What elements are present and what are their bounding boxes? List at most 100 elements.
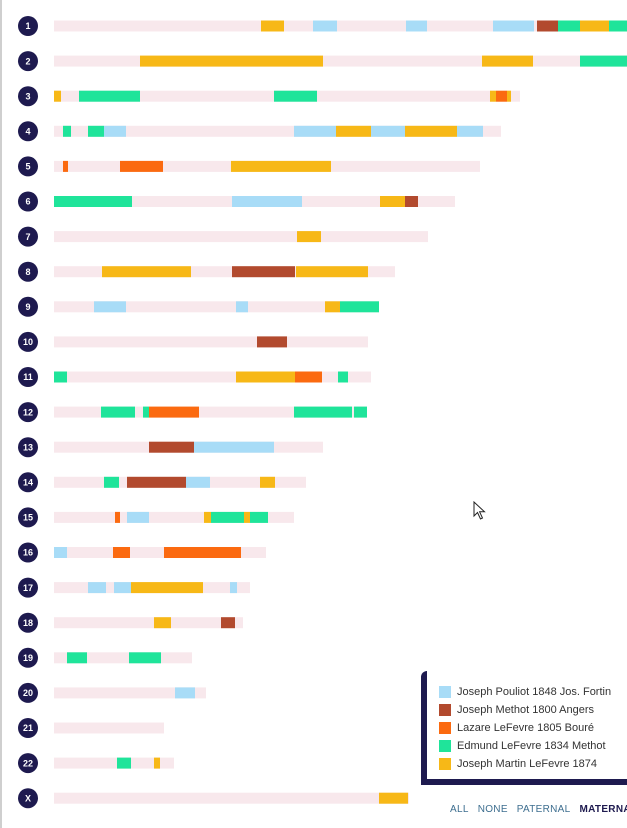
segment-13-0[interactable] [149, 441, 194, 453]
segment-15-5[interactable] [250, 511, 268, 523]
chromosome-track-21[interactable] [54, 722, 164, 734]
segment-11-0[interactable] [54, 371, 67, 383]
segment-1-6[interactable] [580, 20, 609, 32]
segment-16-1[interactable] [113, 547, 130, 558]
segment-12-4[interactable] [354, 406, 367, 418]
segment-3-5[interactable] [507, 90, 511, 102]
chromosome-track-X[interactable] [54, 792, 409, 804]
segment-15-2[interactable] [204, 511, 211, 523]
segment-6-2[interactable] [380, 196, 405, 207]
segment-13-1[interactable] [194, 441, 274, 453]
segment-8-1[interactable] [232, 266, 295, 278]
segment-16-0[interactable] [54, 547, 67, 558]
segment-1-5[interactable] [558, 20, 580, 32]
filter-paternal-button[interactable]: PATERNAL [516, 804, 571, 815]
segment-12-1[interactable] [143, 406, 149, 418]
segment-22-0[interactable] [117, 757, 131, 769]
filter-maternal-button[interactable]: MATERNAL [579, 804, 627, 815]
filter-none-button[interactable]: NONE [477, 804, 508, 815]
segment-3-0[interactable] [54, 90, 61, 102]
segment-1-2[interactable] [406, 20, 427, 32]
segment-15-3[interactable] [211, 511, 244, 523]
segment-15-0[interactable] [115, 511, 120, 523]
segment-4-2[interactable] [104, 125, 126, 137]
segment-1-1[interactable] [313, 20, 337, 32]
segment-16-2[interactable] [164, 547, 241, 558]
legend-item-2[interactable]: Lazare LeFevre 1805 Bouré [439, 719, 623, 737]
segment-2-1[interactable] [482, 55, 533, 67]
segment-3-2[interactable] [274, 90, 317, 102]
segment-6-0[interactable] [54, 196, 132, 207]
segment-18-1[interactable] [221, 617, 235, 629]
segment-10-0[interactable] [257, 336, 287, 348]
legend-item-4[interactable]: Joseph Martin LeFevre 1874 [439, 755, 623, 773]
segment-12-2[interactable] [149, 406, 199, 418]
chromosome-track-9[interactable] [54, 301, 379, 313]
segment-8-2[interactable] [296, 266, 368, 278]
filter-all-button[interactable]: ALL [450, 804, 469, 815]
chromosome-track-1[interactable] [54, 20, 627, 32]
segment-3-3[interactable] [490, 90, 496, 102]
segment-11-1[interactable] [236, 371, 295, 383]
segment-20-0[interactable] [175, 687, 195, 699]
segment-22-1[interactable] [154, 757, 160, 769]
segment-9-0[interactable] [94, 301, 126, 313]
chromosome-track-11[interactable] [54, 371, 371, 383]
segment-2-0[interactable] [140, 55, 323, 67]
segment-14-1[interactable] [127, 476, 186, 488]
legend-item-1[interactable]: Joseph Methot 1800 Angers [439, 701, 623, 719]
segment-4-5[interactable] [371, 125, 405, 137]
segment-17-2[interactable] [131, 582, 203, 594]
segment-14-2[interactable] [186, 476, 210, 488]
chromosome-track-20[interactable] [54, 687, 206, 699]
chromosome-track-10[interactable] [54, 336, 368, 348]
segment-8-0[interactable] [102, 266, 191, 278]
segment-17-1[interactable] [114, 582, 131, 594]
legend-item-3[interactable]: Edmund LeFevre 1834 Methot [439, 737, 623, 755]
segment-4-0[interactable] [63, 125, 71, 137]
segment-11-3[interactable] [338, 371, 348, 383]
segment-6-1[interactable] [232, 196, 302, 207]
chromosome-track-12[interactable] [54, 406, 367, 418]
chromosome-track-2[interactable] [54, 55, 627, 67]
segment-1-7[interactable] [609, 20, 627, 32]
chromosome-track-7[interactable] [54, 231, 428, 243]
segment-4-6[interactable] [405, 125, 457, 137]
segment-15-4[interactable] [244, 511, 250, 523]
segment-9-3[interactable] [340, 301, 379, 313]
segment-12-0[interactable] [101, 406, 135, 418]
segment-4-4[interactable] [336, 125, 371, 137]
chromosome-track-8[interactable] [54, 266, 395, 278]
chromosome-track-15[interactable] [54, 511, 294, 523]
chromosome-track-19[interactable] [54, 652, 192, 664]
segment-19-0[interactable] [67, 652, 87, 664]
segment-X-0[interactable] [379, 792, 408, 804]
segment-5-1[interactable] [120, 160, 163, 172]
segment-1-4[interactable] [537, 20, 558, 32]
legend-item-0[interactable]: Joseph Pouliot 1848 Jos. Fortin [439, 683, 623, 701]
segment-4-3[interactable] [294, 125, 336, 137]
segment-12-3[interactable] [294, 406, 352, 418]
segment-17-3[interactable] [230, 582, 237, 594]
segment-14-3[interactable] [260, 476, 275, 488]
segment-7-0[interactable] [297, 231, 321, 243]
segment-18-0[interactable] [154, 617, 171, 629]
segment-19-1[interactable] [129, 652, 161, 664]
segment-2-2[interactable] [580, 55, 627, 67]
segment-5-0[interactable] [63, 160, 68, 172]
segment-11-2[interactable] [295, 371, 322, 383]
segment-9-2[interactable] [325, 301, 340, 313]
chromosome-track-16[interactable] [54, 547, 266, 558]
segment-4-7[interactable] [457, 125, 483, 137]
chromosome-track-22[interactable] [54, 757, 174, 769]
segment-4-1[interactable] [88, 125, 104, 137]
segment-1-3[interactable] [493, 20, 534, 32]
segment-5-2[interactable] [231, 160, 331, 172]
segment-14-0[interactable] [104, 476, 119, 488]
segment-17-0[interactable] [88, 582, 106, 594]
segment-3-4[interactable] [496, 90, 507, 102]
chromosome-track-4[interactable] [54, 125, 501, 137]
segment-6-3[interactable] [405, 196, 418, 207]
segment-1-0[interactable] [261, 20, 284, 32]
segment-15-1[interactable] [127, 511, 149, 523]
